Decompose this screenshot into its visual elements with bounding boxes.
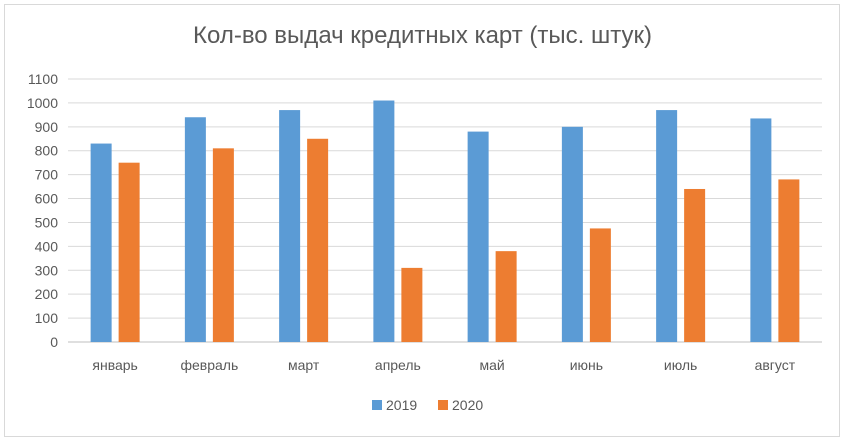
y-tick-label: 0 xyxy=(50,334,58,350)
legend-swatch-2019 xyxy=(372,400,382,410)
y-tick-label: 500 xyxy=(35,214,59,230)
bar-2019-2 xyxy=(279,110,301,342)
y-tick-label: 100 xyxy=(35,310,59,326)
bar-2020-4 xyxy=(495,251,517,342)
y-tick-label: 1100 xyxy=(28,71,58,87)
legend-label-2020: 2020 xyxy=(452,397,483,413)
x-tick-label: февраль xyxy=(180,357,238,373)
legend-label-2019: 2019 xyxy=(386,397,417,413)
y-tick-label: 300 xyxy=(35,262,59,278)
bar-2019-0 xyxy=(90,143,112,342)
x-tick-label: январь xyxy=(92,357,137,373)
x-tick-label: июль xyxy=(664,357,697,373)
bar-2019-7 xyxy=(750,118,772,342)
bar-2020-6 xyxy=(684,188,706,342)
x-tick-label: май xyxy=(480,357,505,373)
chart-title: Кол-во выдач кредитных карт (тыс. штук) xyxy=(193,22,652,49)
bar-2019-3 xyxy=(373,100,395,342)
bar-2019-1 xyxy=(184,117,206,342)
y-tick-label: 900 xyxy=(35,119,59,135)
bar-2020-1 xyxy=(212,148,234,342)
x-tick-label: март xyxy=(288,357,320,373)
y-tick-label: 700 xyxy=(35,167,59,183)
y-tick-label: 200 xyxy=(35,286,59,302)
bar-2020-2 xyxy=(307,138,329,342)
y-tick-label: 400 xyxy=(35,238,59,254)
y-tick-label: 1000 xyxy=(27,95,58,111)
x-tick-label: апрель xyxy=(375,357,421,373)
bar-2020-7 xyxy=(778,179,800,342)
bar-2020-3 xyxy=(401,267,423,342)
legend-swatch-2020 xyxy=(438,400,448,410)
bar-2020-0 xyxy=(118,162,140,342)
bar-2019-5 xyxy=(561,126,583,343)
bar-2019-4 xyxy=(467,131,489,342)
x-tick-label: август xyxy=(755,357,796,373)
bar-2020-5 xyxy=(589,228,611,342)
bar-2019-6 xyxy=(656,110,678,342)
x-tick-label: июнь xyxy=(570,357,603,373)
y-tick-label: 800 xyxy=(35,143,59,159)
y-tick-label: 600 xyxy=(35,191,59,207)
